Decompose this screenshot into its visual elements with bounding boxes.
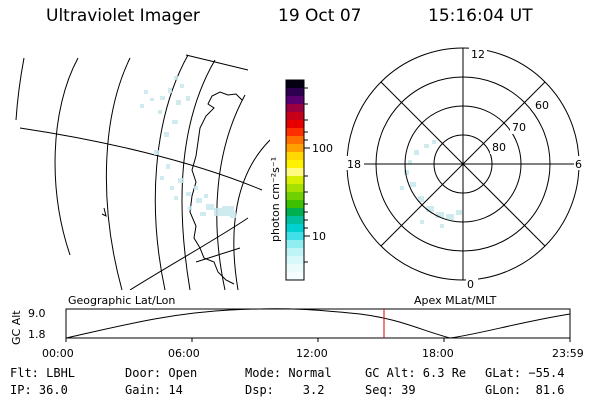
map-meridian-6 — [216, 94, 246, 290]
x-tick-1800: 18:00 — [422, 347, 454, 360]
y-min-label: 1.8 — [28, 328, 46, 341]
ip-status: IP: 36.0 — [10, 383, 68, 397]
colorbar-unit-label: photon cm⁻²s⁻¹ — [269, 157, 282, 242]
lat-label-70: 70 — [512, 121, 526, 134]
colorbar: 100 10 photon cm⁻²s⁻¹ — [269, 79, 333, 281]
glat-status: GLat: −55.4 — [485, 366, 565, 380]
time-label: 15:16:04 UT — [428, 6, 533, 26]
mlt-label-12: 12 — [471, 48, 485, 61]
y-max-label: 9.0 — [28, 307, 46, 320]
gc-alt-status: GC Alt: 6.3 Re — [365, 366, 467, 380]
map-parallel-3 — [129, 217, 249, 290]
polar-labels: 12 18 6 0 60 70 80 — [346, 46, 584, 291]
glon-status: GLon: 81.6 — [485, 383, 565, 397]
gain-status: Gain: 14 — [125, 383, 183, 397]
apex-mlat-label: Apex MLat/MLT — [414, 294, 497, 307]
map-meridian-3 — [105, 57, 131, 290]
geographic-map — [15, 54, 270, 290]
lat-label-60: 60 — [535, 99, 549, 112]
x-tick-0000: 00:00 — [42, 347, 74, 360]
door-status: Door: Open — [125, 366, 198, 380]
lat-label-80: 80 — [492, 141, 506, 154]
timeline-frame — [65, 308, 571, 339]
map-meridian-2 — [54, 57, 79, 256]
x-tick-2359: 23:59 — [552, 347, 584, 360]
small-island — [101, 207, 107, 217]
map-parallel-1 — [19, 127, 263, 191]
app-title: Ultraviolet Imager — [46, 6, 200, 26]
polar-plot — [346, 47, 580, 281]
map-meridian-7 — [233, 139, 270, 290]
x-tick-0600: 06:00 — [168, 347, 200, 360]
x-tick-1200: 12:00 — [296, 347, 328, 360]
map-parallel-2 — [185, 54, 249, 71]
timeline-panel: Geographic Lat/Lon Apex MLat/MLT GC Alt … — [10, 294, 584, 360]
altitude-curve — [65, 308, 571, 339]
geo-latlon-label: Geographic Lat/Lon — [68, 294, 175, 307]
seq-status: Seq: 39 — [365, 383, 416, 397]
mode-status: Mode: Normal — [245, 366, 332, 380]
colorbar-tick-10: 10 — [312, 230, 326, 243]
polar-aurora-emission — [400, 140, 462, 228]
colorbar-tick-100: 100 — [312, 142, 333, 155]
aurora-emission — [140, 76, 236, 218]
mlt-label-6: 6 — [575, 158, 582, 171]
coastline — [189, 91, 243, 285]
date-label: 19 Oct 07 — [278, 6, 362, 26]
dsp-status: Dsp: 3.2 — [245, 383, 325, 397]
map-parallel-4 — [195, 247, 241, 263]
mlt-diagonal-2 — [380, 81, 546, 247]
mlt-label-0: 0 — [467, 278, 474, 291]
filter-status: Flt: LBHL — [10, 366, 76, 380]
map-meridian-1 — [15, 57, 25, 121]
mlt-label-18: 18 — [347, 158, 361, 171]
gc-alt-axis-label: GC Alt — [10, 310, 23, 345]
map-meridian-4 — [154, 54, 189, 290]
